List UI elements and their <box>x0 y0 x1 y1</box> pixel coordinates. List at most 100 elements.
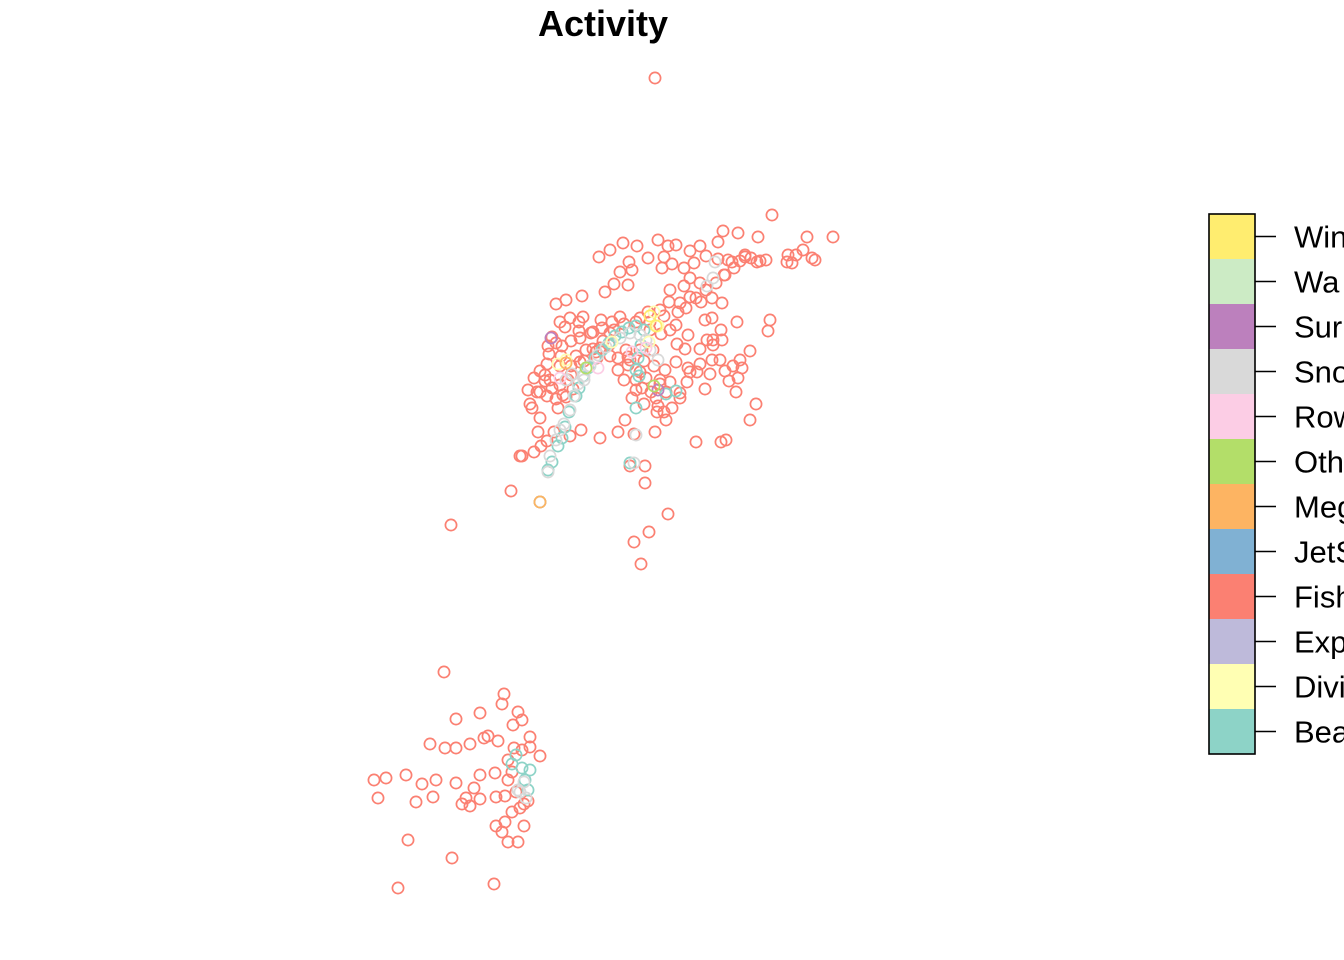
point-fish <box>573 331 587 345</box>
point-fish <box>511 835 525 849</box>
point-fish <box>715 296 729 310</box>
point-fish <box>415 777 429 791</box>
point-fish <box>538 368 552 382</box>
point-fish <box>572 324 586 338</box>
point-fish <box>651 399 665 413</box>
point-fish <box>683 271 697 285</box>
point-fish <box>445 851 459 865</box>
point-fish <box>423 737 437 751</box>
point-fish <box>473 792 487 806</box>
chart-title: Activity <box>538 3 668 44</box>
point-bea <box>629 363 643 377</box>
point-fish <box>671 305 685 319</box>
point-win <box>643 309 657 323</box>
series-win <box>643 309 663 333</box>
series-fish <box>367 71 840 895</box>
series-meg <box>533 356 573 509</box>
point-fish <box>438 741 452 755</box>
point-fish <box>805 251 819 265</box>
point-fish <box>690 365 704 379</box>
point-fish <box>505 805 519 819</box>
point-fish <box>527 371 541 385</box>
legend-swatch-jets <box>1209 529 1255 574</box>
point-fish <box>379 771 393 785</box>
point-fish <box>633 343 647 357</box>
legend-label-jets: JetS <box>1294 535 1344 570</box>
legend-swatch-sur <box>1209 304 1255 349</box>
point-fish <box>677 279 691 293</box>
point-fish <box>683 365 697 379</box>
point-fish <box>572 315 586 329</box>
legend-label-row: Row <box>1294 400 1344 435</box>
point-fish <box>765 208 779 222</box>
point-fish <box>703 367 717 381</box>
point-fish <box>761 324 775 338</box>
point-win <box>649 319 663 333</box>
point-fish <box>785 256 799 270</box>
legend: Win Wa Sur Sno Row Oth Meg JetS Fish Exp Divi Bea <box>1208 213 1344 755</box>
point-fish <box>473 706 487 720</box>
point-fish <box>531 425 545 439</box>
legend-label-sno: Sno <box>1294 355 1344 390</box>
point-fish <box>618 413 632 427</box>
point-fish <box>729 385 743 399</box>
legend-swatch-oth <box>1209 439 1255 484</box>
point-divi <box>647 305 661 319</box>
point-fish <box>491 734 505 748</box>
point-fish <box>593 431 607 445</box>
point-fish <box>545 381 559 395</box>
point-fish <box>495 697 509 711</box>
point-fish <box>509 785 523 799</box>
point-fish <box>648 71 662 85</box>
point-fish <box>487 877 501 891</box>
point-fish <box>630 239 644 253</box>
point-divi <box>605 335 619 349</box>
legend-border <box>1208 213 1256 755</box>
point-sno <box>706 271 720 285</box>
point-sno <box>613 331 627 345</box>
series-oth <box>579 361 661 393</box>
point-fish <box>670 337 684 351</box>
point-fish <box>705 353 719 367</box>
point-fish <box>523 397 537 411</box>
legend-swatch-row <box>1209 394 1255 439</box>
point-sno <box>627 456 641 470</box>
point-fish <box>511 705 525 719</box>
point-fish <box>449 741 463 755</box>
point-fish <box>367 773 381 787</box>
point-fish <box>763 313 777 327</box>
point-fish <box>693 342 707 356</box>
point-sno <box>557 417 571 431</box>
point-fish <box>596 334 610 348</box>
point-fish <box>722 374 736 388</box>
point-fish <box>681 328 695 342</box>
point-fish <box>669 318 683 332</box>
point-oth <box>579 361 593 375</box>
legend-label-exp: Exp <box>1294 625 1344 660</box>
legend-label-sur: Sur <box>1294 310 1342 345</box>
point-fish <box>463 799 477 813</box>
point-meg <box>533 495 547 509</box>
point-fish <box>558 320 572 334</box>
point-sur <box>544 331 558 345</box>
point-fish <box>789 248 803 262</box>
point-fish <box>687 256 701 270</box>
point-fish <box>808 253 822 267</box>
point-fish <box>743 344 757 358</box>
point-fish <box>551 401 565 415</box>
point-fish <box>501 773 515 787</box>
point-divi <box>642 335 656 349</box>
point-sno <box>511 783 525 797</box>
point-fish <box>449 776 463 790</box>
point-fish <box>673 391 687 405</box>
point-fish <box>429 773 443 787</box>
point-fish <box>613 310 627 324</box>
point-fish <box>678 342 692 356</box>
point-meg <box>559 356 573 370</box>
point-bea <box>629 401 643 415</box>
point-fish <box>517 819 531 833</box>
legend-swatch-win <box>1209 214 1255 259</box>
point-fish <box>473 768 487 782</box>
point-fish <box>689 435 703 449</box>
point-fish <box>661 239 675 253</box>
